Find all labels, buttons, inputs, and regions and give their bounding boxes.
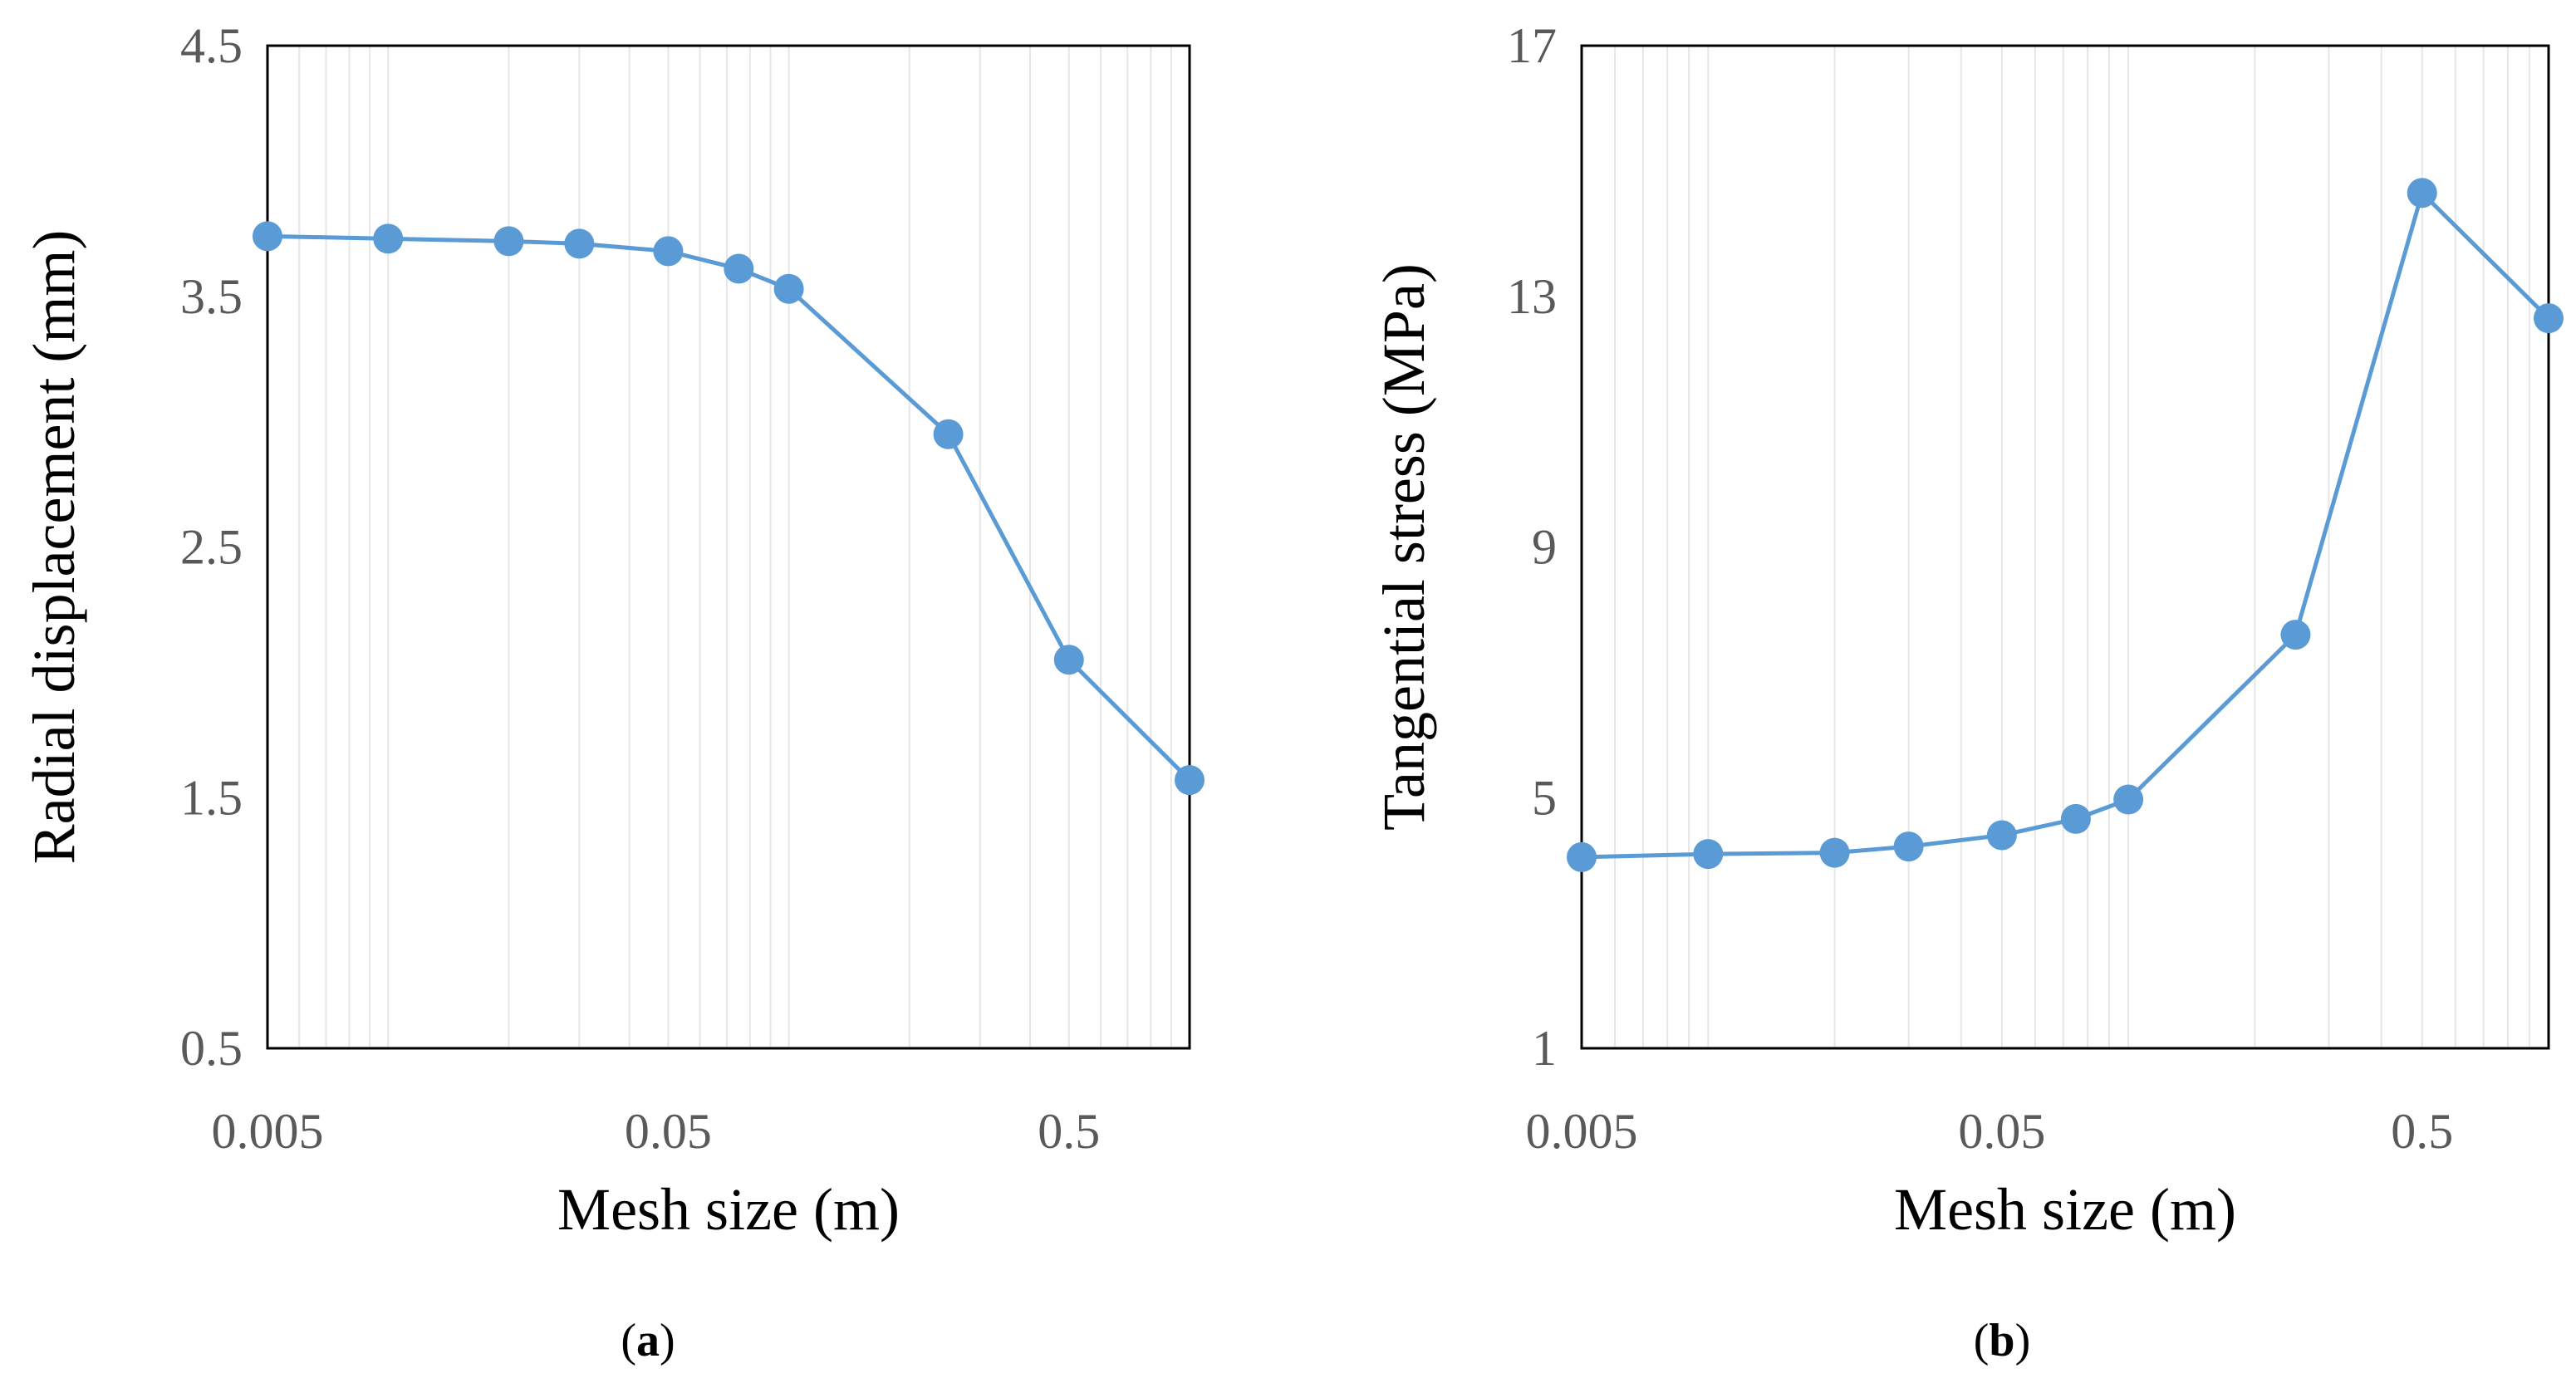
y-tick-label: 9: [1532, 520, 1557, 575]
data-point: [653, 236, 684, 267]
x-tick-label: 0.5: [2391, 1104, 2453, 1159]
x-tick-label: 0.05: [625, 1104, 712, 1159]
data-point: [493, 226, 524, 257]
series-line: [267, 233, 1191, 782]
panel-label: (a): [621, 1315, 675, 1366]
plot-frame: [1580, 44, 2550, 1050]
y-tick-label: 1.5: [180, 770, 243, 825]
y-tick-label: 13: [1507, 269, 1557, 324]
y-tick-label: 5: [1532, 770, 1557, 825]
data-point: [1819, 837, 1850, 868]
chart-panel-a: 0.005 0.05 0.5 0.5 1.5 2.5 3.5 4.5 Mesh size (m)…: [21, 18, 1205, 1366]
x-axis-title: Mesh size (m): [557, 1176, 900, 1243]
data-point: [2060, 803, 2091, 834]
data-point: [1893, 831, 1924, 862]
data-point: [1053, 645, 1084, 675]
y-tick-label: 2.5: [180, 520, 243, 575]
x-tick-label: 0.5: [1038, 1104, 1100, 1159]
series-line: [1581, 190, 2550, 860]
data-point: [373, 223, 404, 254]
y-tick-label: 4.5: [180, 18, 243, 73]
data-point: [2280, 620, 2311, 650]
panel-label: (b): [1974, 1315, 2030, 1366]
x-tick-label: 0.005: [212, 1104, 324, 1159]
data-point: [253, 221, 282, 252]
data-point: [2534, 303, 2564, 334]
data-point: [1693, 839, 1724, 870]
y-tick-label: 0.5: [180, 1021, 243, 1076]
y-tick-label: 3.5: [180, 269, 243, 324]
data-point: [1986, 820, 2017, 851]
data-point: [724, 253, 754, 284]
chart-panel-b: 0.005 0.05 0.5 1 5 9 13 17 Mesh size (m) Tangenti…: [1371, 18, 2564, 1366]
y-axis-title: Radial displacement (mm): [21, 230, 87, 865]
y-axis-title: Tangential stress (MPa): [1371, 263, 1437, 831]
data-point: [1175, 765, 1205, 796]
data-point: [933, 419, 964, 449]
x-tick-label: 0.05: [1958, 1104, 2045, 1159]
plot-frame: [266, 44, 1191, 1050]
x-axis-title: Mesh size (m): [1894, 1176, 2236, 1243]
data-point: [564, 228, 595, 259]
y-tick-label: 1: [1532, 1021, 1557, 1076]
gridlines: [1614, 46, 2530, 1048]
y-tick-label: 17: [1507, 18, 1557, 73]
data-point: [773, 273, 804, 304]
data-point: [2407, 178, 2437, 208]
data-point: [1567, 841, 1597, 872]
x-tick-label: 0.005: [1526, 1104, 1638, 1159]
gridlines: [298, 46, 1172, 1048]
data-point: [2113, 784, 2144, 815]
